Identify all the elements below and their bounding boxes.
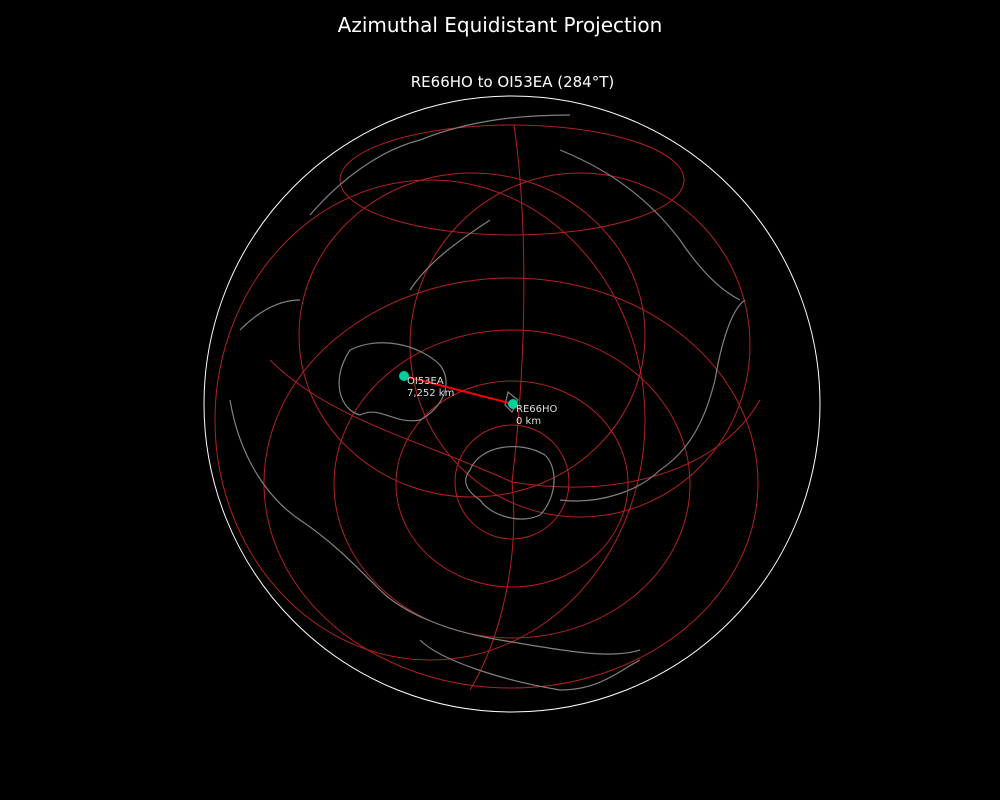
label-re66ho-distance: 0 km: [516, 416, 541, 427]
north-america-coast: [559, 149, 741, 301]
africa-coast: [229, 299, 641, 655]
parallel-ring: [333, 329, 691, 639]
marker-oi53ea[interactable]: [399, 371, 409, 381]
great-circle-path: [403, 375, 514, 405]
asia-coast: [309, 114, 571, 291]
figure-title: Azimuthal Equidistant Projection: [337, 13, 663, 37]
new-zealand-coast: [504, 390, 519, 414]
parallel-ring: [339, 124, 685, 236]
meridian-ring: [409, 172, 751, 518]
meridian: [511, 124, 525, 483]
parallel-ring: [263, 277, 759, 689]
marker-re66ho[interactable]: [508, 399, 518, 409]
coastlines: [229, 114, 746, 691]
meridian-ring: [298, 172, 646, 498]
label-oi53ea-name: OI53EA: [407, 376, 444, 387]
label-re66ho-name: RE66HO: [516, 404, 558, 415]
parallel-ring: [395, 380, 629, 588]
meridian: [469, 481, 515, 691]
parallel-ring: [454, 424, 570, 540]
australia-coast: [338, 342, 447, 422]
map-boundary: [203, 95, 821, 713]
europe-coast: [419, 639, 641, 691]
meridian-ring: [214, 179, 646, 661]
map-subtitle: RE66HO to OI53EA (284°T): [410, 73, 615, 91]
label-oi53ea-distance: 7,252 km: [407, 388, 454, 399]
meridian: [269, 359, 513, 483]
south-america-coast: [559, 299, 746, 502]
antarctica-coast: [465, 446, 555, 520]
graticule: [214, 124, 761, 691]
